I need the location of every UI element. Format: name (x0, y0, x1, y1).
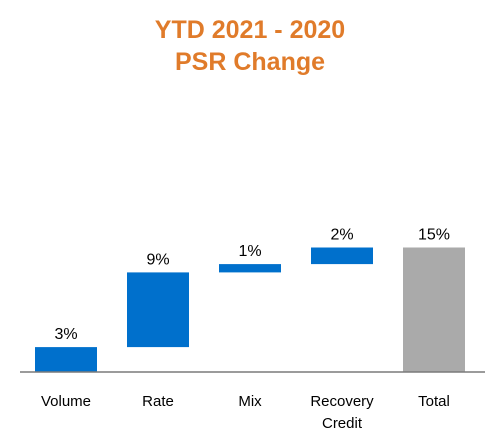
category-label-2: Mix (238, 393, 262, 410)
chart-title: YTD 2021 - 2020 PSR Change (0, 14, 500, 78)
category-label-0: Volume (41, 393, 91, 410)
data-label-0: 3% (54, 326, 77, 343)
data-label-1: 9% (146, 251, 169, 268)
chart-title-line-2: PSR Change (174, 48, 326, 76)
bar-3 (311, 247, 373, 265)
data-label-3: 2% (330, 227, 353, 244)
bar-1 (127, 272, 189, 348)
bar-0 (35, 347, 97, 372)
category-label-3: Recovery (310, 393, 374, 410)
category-label-4: Total (418, 393, 450, 410)
bar-2 (219, 264, 281, 273)
data-label-4: 15% (418, 227, 450, 244)
chart-title-line-1: YTD 2021 - 2020 (154, 16, 346, 44)
category-label-1: Rate (142, 393, 174, 410)
bar-4 (403, 247, 465, 372)
category-label-3-line-1: Credit (322, 415, 363, 432)
data-label-2: 1% (238, 243, 261, 260)
